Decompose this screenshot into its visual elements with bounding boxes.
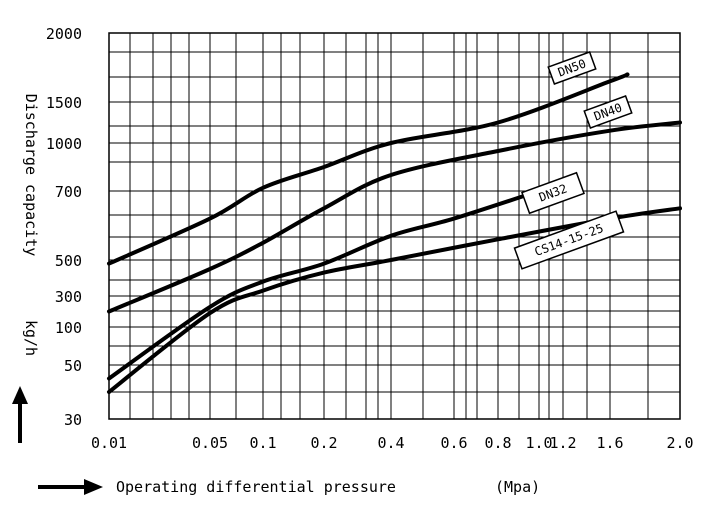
series-label-box bbox=[547, 51, 597, 85]
x-axis-label: Operating differential pressure bbox=[116, 478, 396, 496]
y-tick-label: 100 bbox=[55, 319, 82, 337]
y-tick-label: 1000 bbox=[46, 135, 82, 153]
x-tick-label: 0.2 bbox=[310, 434, 337, 452]
y-tick-label: 500 bbox=[55, 252, 82, 270]
plot-frame bbox=[108, 32, 681, 420]
x-tick-label: 0.8 bbox=[484, 434, 511, 452]
series-label-dn32: DN32 bbox=[521, 171, 585, 215]
x-tick-label: 1.0 bbox=[525, 434, 552, 452]
x-tick-label: 0.6 bbox=[440, 434, 467, 452]
series-label-dn50: DN50 bbox=[547, 51, 597, 85]
series-label-box bbox=[583, 95, 633, 129]
series-line-dn50 bbox=[107, 72, 630, 266]
y-tick-label: 30 bbox=[64, 411, 82, 429]
series-label-dn40: DN40 bbox=[583, 95, 633, 129]
y-tick-label: 1500 bbox=[46, 94, 82, 112]
series-line-dn40 bbox=[107, 120, 682, 314]
x-tick-label: 0.4 bbox=[377, 434, 404, 452]
x-tick-label: 0.1 bbox=[249, 434, 276, 452]
y-tick-label: 2000 bbox=[46, 25, 82, 43]
y-tick-labels: 30 50 100 300 500 700 1000 1500 2000 bbox=[46, 25, 82, 429]
series-label-box bbox=[513, 210, 625, 270]
series-line-dn32 bbox=[107, 189, 541, 381]
up-arrow-icon bbox=[12, 386, 28, 443]
y-tick-label: 300 bbox=[55, 288, 82, 306]
y-axis-unit: kg/h bbox=[22, 320, 40, 356]
y-tick-label: 700 bbox=[55, 183, 82, 201]
x-axis-unit: (Mpa) bbox=[495, 478, 540, 496]
x-tick-label: 0.01 bbox=[91, 434, 127, 452]
x-tick-label: 1.2 bbox=[549, 434, 576, 452]
x-tick-label: 2.0 bbox=[666, 434, 693, 452]
x-tick-label: 0.05 bbox=[192, 434, 228, 452]
right-arrow-icon bbox=[38, 479, 103, 495]
y-tick-label: 50 bbox=[64, 357, 82, 375]
y-axis-label: Discharge capacity bbox=[22, 94, 40, 257]
x-tick-labels: 0.01 0.05 0.1 0.2 0.4 0.6 0.8 1.01.2 1.6 2.0 bbox=[91, 434, 694, 452]
series-label-box bbox=[521, 171, 585, 215]
x-tick-label: 1.6 bbox=[596, 434, 623, 452]
